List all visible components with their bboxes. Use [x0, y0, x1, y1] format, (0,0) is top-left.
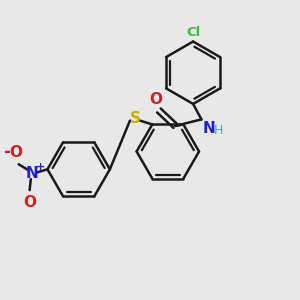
Text: S: S: [130, 111, 140, 126]
Text: +: +: [36, 162, 45, 172]
Text: N: N: [202, 121, 215, 136]
Text: H: H: [214, 124, 223, 136]
Text: O: O: [23, 195, 36, 210]
Text: N: N: [26, 166, 38, 181]
Text: Cl: Cl: [186, 26, 200, 38]
Text: O: O: [149, 92, 162, 107]
Text: -: -: [3, 143, 10, 161]
Text: O: O: [9, 145, 22, 160]
